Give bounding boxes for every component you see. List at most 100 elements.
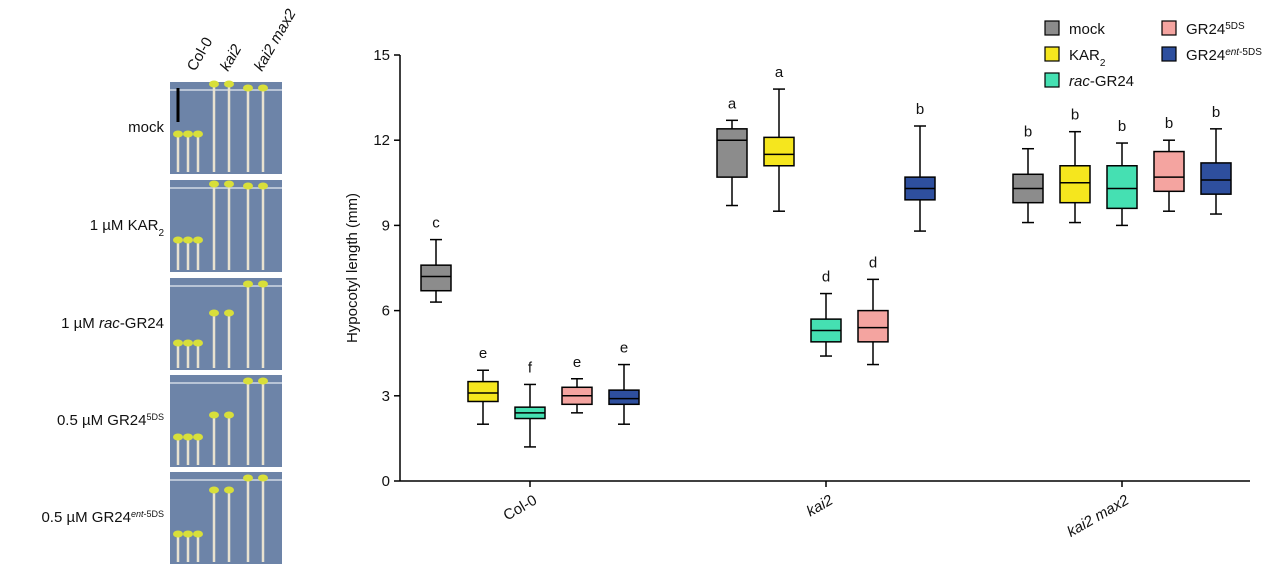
- box: [420, 264, 452, 292]
- cotyledon: [193, 433, 203, 441]
- label-part: ent: [1225, 47, 1240, 58]
- cotyledon: [258, 377, 268, 385]
- legend-label: mock: [1069, 21, 1105, 38]
- legend-label: GR245DS: [1186, 21, 1245, 39]
- legend-label: KAR2: [1069, 47, 1106, 69]
- significance-letter: b: [1212, 104, 1220, 121]
- cotyledon: [193, 130, 203, 138]
- y-tick-label: 15: [373, 47, 390, 64]
- cotyledon: [224, 486, 234, 494]
- y-axis-label: Hypocotyl length (mm): [344, 193, 361, 343]
- y-tick-label: 3: [382, 388, 390, 405]
- legend-swatch: [1161, 46, 1177, 62]
- significance-letter: b: [1118, 118, 1126, 135]
- significance-letter: d: [822, 269, 830, 286]
- row-label: 1 µM rac-GR24: [61, 315, 164, 332]
- row-label: 1 µM KAR2: [90, 217, 165, 239]
- legend-swatch: [1044, 46, 1060, 62]
- legend-swatch: [1044, 72, 1060, 88]
- label-part: 0.5 µM GR24: [41, 509, 131, 526]
- significance-letter: a: [775, 64, 784, 81]
- column-label: kai2 max2: [251, 6, 300, 74]
- significance-letter: b: [1071, 107, 1079, 124]
- label-part: 5DS: [1225, 21, 1245, 32]
- cotyledon: [173, 236, 183, 244]
- cotyledon: [183, 530, 193, 538]
- box: [763, 136, 795, 167]
- cotyledon: [193, 339, 203, 347]
- cotyledon: [243, 280, 253, 288]
- legend-label: rac-GR24: [1069, 73, 1134, 90]
- label-part: 2: [1100, 58, 1106, 69]
- cotyledon: [183, 433, 193, 441]
- box: [608, 389, 640, 406]
- cotyledon: [173, 433, 183, 441]
- significance-letter: b: [1165, 115, 1173, 132]
- box: [1200, 162, 1232, 195]
- row-label: 0.5 µM GR245DS: [57, 412, 164, 429]
- cotyledon: [209, 486, 219, 494]
- cotyledon: [224, 180, 234, 188]
- box: [716, 128, 748, 178]
- legend-label: GR24ent-5DS: [1186, 47, 1262, 65]
- cotyledon: [173, 339, 183, 347]
- significance-letter: a: [728, 95, 737, 112]
- label-part: -GR24: [120, 315, 164, 332]
- box: [1106, 165, 1138, 210]
- y-tick-label: 6: [382, 303, 390, 320]
- box: [857, 309, 889, 343]
- label-part: 1 µM KAR: [90, 217, 159, 234]
- label-part: 0.5 µM GR24: [57, 412, 147, 429]
- significance-letter: b: [916, 101, 924, 118]
- cotyledon: [243, 84, 253, 92]
- cotyledon: [193, 236, 203, 244]
- photo-panel: [170, 80, 282, 564]
- label-part: GR24: [1186, 47, 1225, 64]
- row-label: mock: [128, 119, 164, 136]
- label-part: kai2 max2: [251, 6, 300, 74]
- legend-swatch: [1044, 20, 1060, 36]
- label-part: -5DS: [1239, 47, 1262, 58]
- cotyledon: [209, 309, 219, 317]
- cotyledon: [209, 180, 219, 188]
- label-part: Col-0: [184, 34, 217, 74]
- significance-letter: b: [1024, 124, 1032, 141]
- cotyledon: [183, 236, 193, 244]
- cotyledon: [209, 411, 219, 419]
- label-part: 2: [158, 228, 164, 239]
- cotyledon: [258, 84, 268, 92]
- cotyledon: [258, 280, 268, 288]
- label-part: -5DS: [143, 509, 164, 519]
- significance-letter: e: [479, 345, 487, 362]
- label-part: mock: [1069, 21, 1105, 38]
- cotyledon: [243, 182, 253, 190]
- significance-letter: e: [573, 354, 581, 371]
- cotyledon: [258, 182, 268, 190]
- column-label: Col-0: [184, 34, 217, 74]
- label-part: kai2: [217, 41, 246, 74]
- significance-letter: f: [528, 359, 533, 376]
- cotyledon: [183, 339, 193, 347]
- cotyledon: [243, 474, 253, 482]
- cotyledon: [224, 309, 234, 317]
- label-part: KAR: [1069, 47, 1100, 64]
- significance-letter: c: [432, 215, 440, 232]
- x-tick-label: Col-0: [500, 492, 540, 525]
- label-part: 5DS: [146, 412, 164, 422]
- cotyledon: [209, 80, 219, 88]
- label-part: rac: [1069, 73, 1090, 90]
- x-tick-label: kai2 max2: [1064, 491, 1132, 540]
- label-part: rac: [99, 315, 120, 332]
- y-tick-label: 12: [373, 132, 390, 149]
- label-part: mock: [128, 119, 164, 136]
- cotyledon: [224, 411, 234, 419]
- label-part: GR24: [1186, 21, 1225, 38]
- cotyledon: [224, 80, 234, 88]
- cotyledon: [193, 530, 203, 538]
- cotyledon: [258, 474, 268, 482]
- box: [1059, 165, 1091, 204]
- box: [1153, 150, 1185, 193]
- cotyledon: [173, 530, 183, 538]
- column-label: kai2: [217, 41, 246, 74]
